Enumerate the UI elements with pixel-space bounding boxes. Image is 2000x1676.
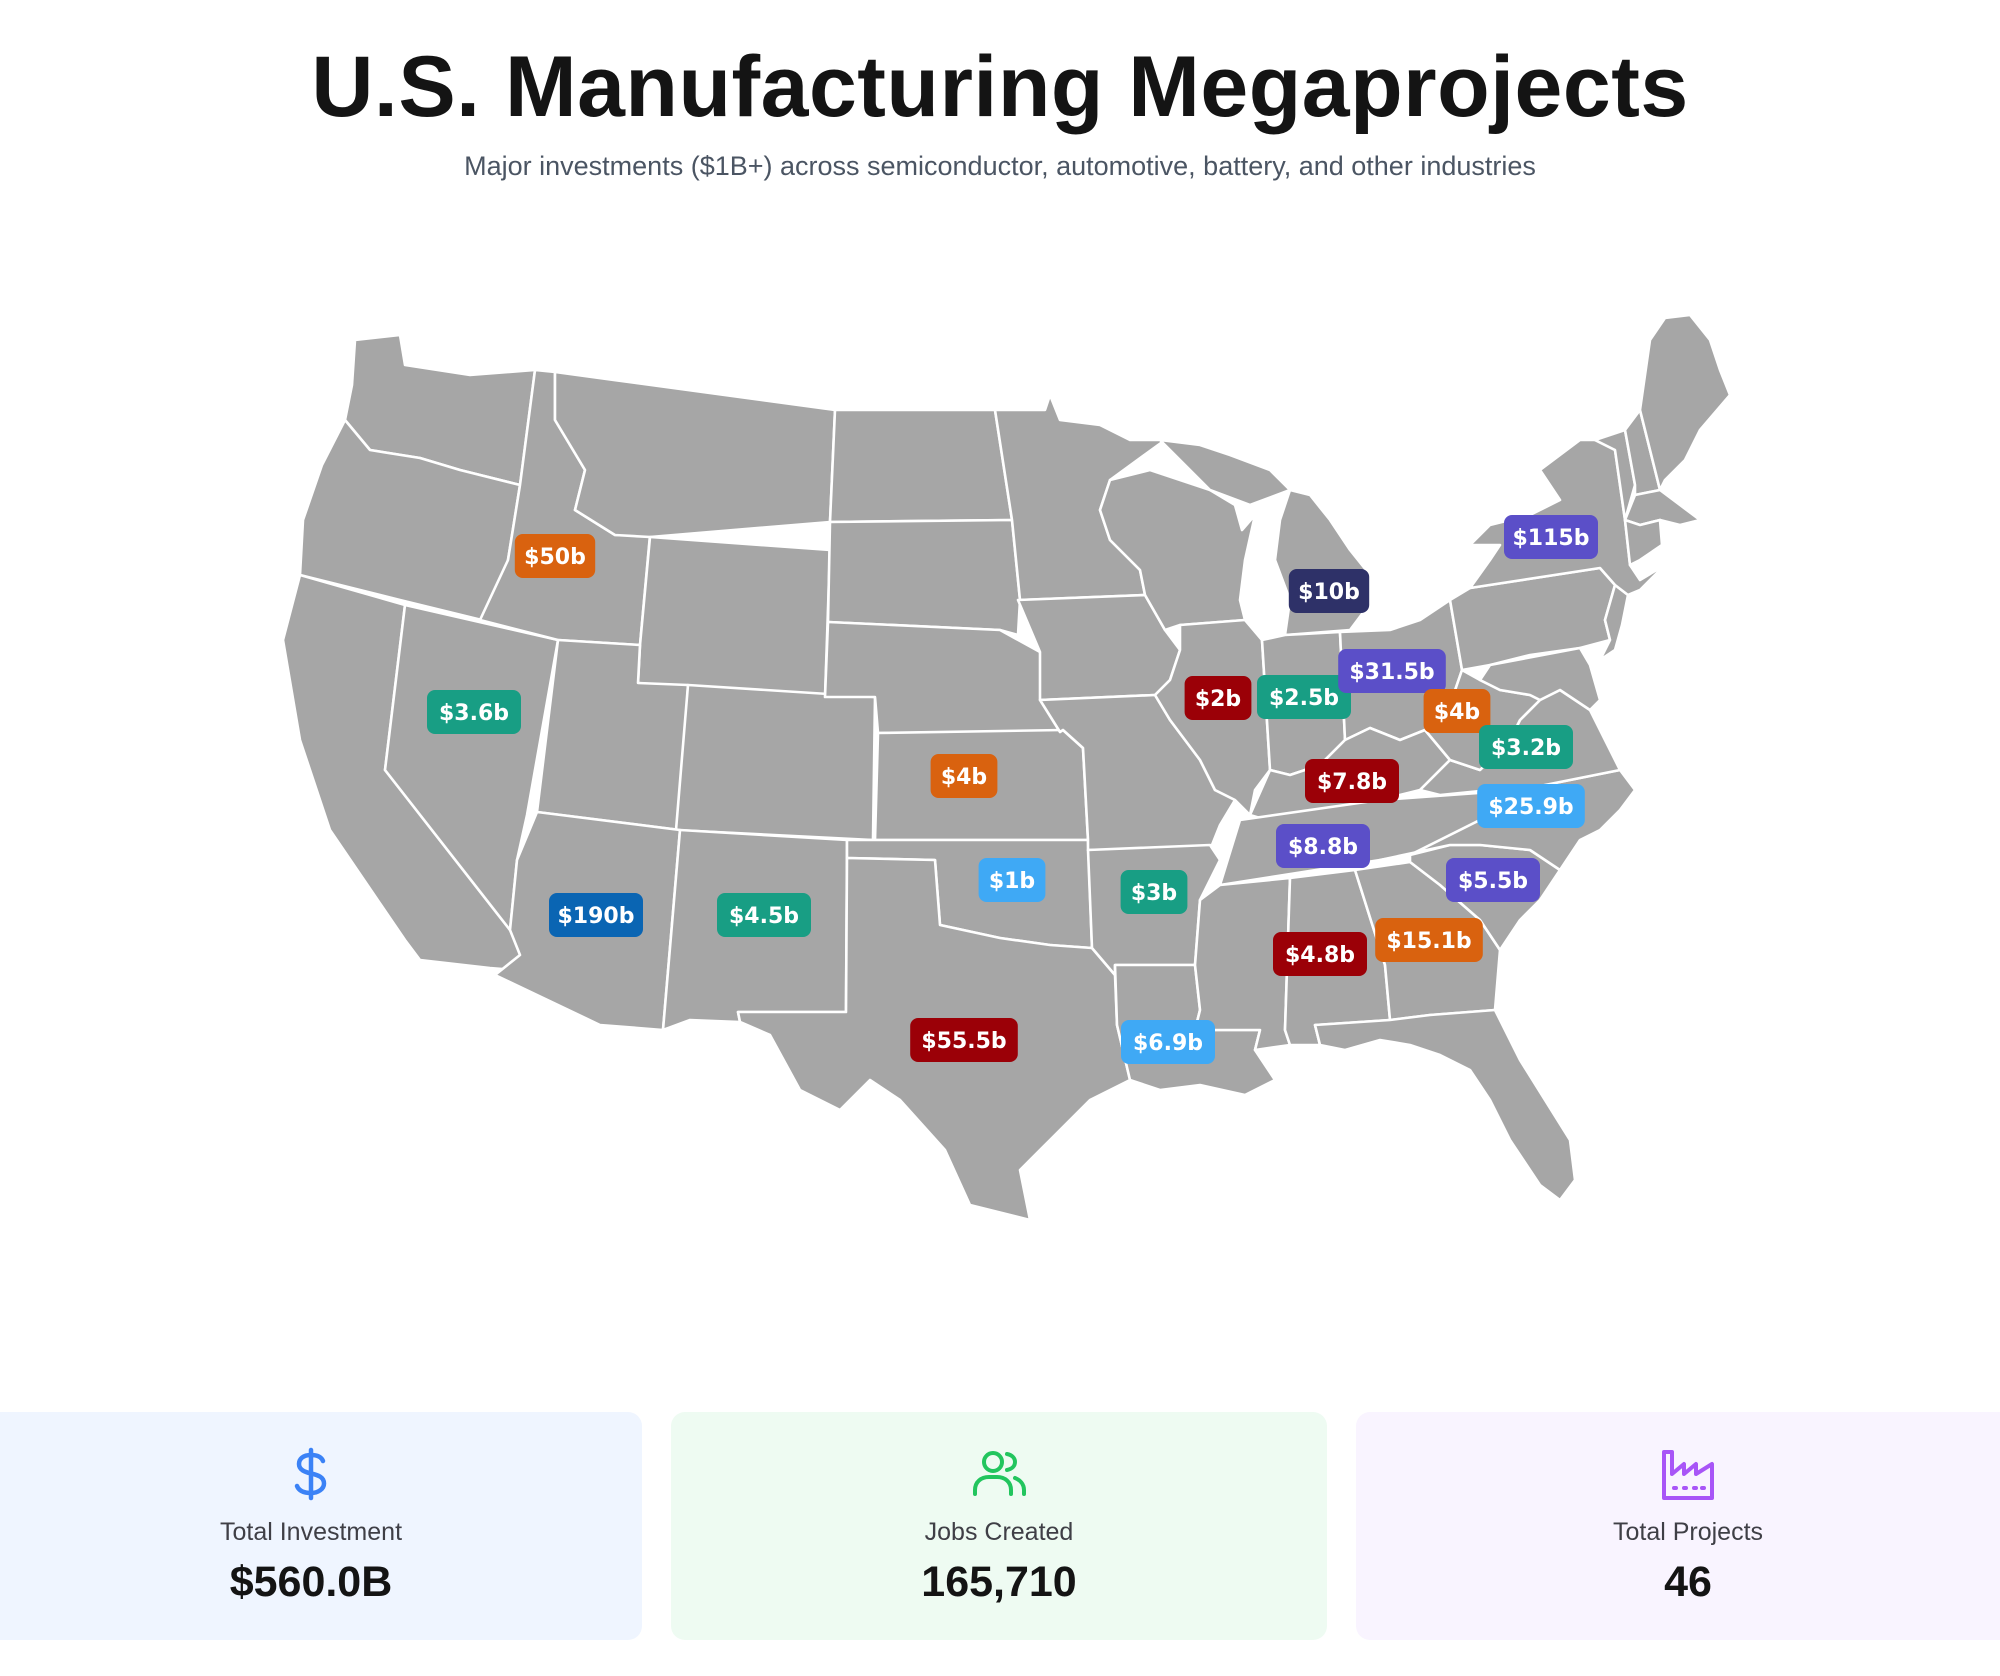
marker-arkansas[interactable]: $3b — [1120, 870, 1188, 914]
total-investment-label: Total Investment — [219, 1518, 403, 1546]
marker-badge[interactable] — [514, 534, 596, 578]
marker-badge[interactable] — [1423, 689, 1491, 733]
total-investment-value: $560.0B — [229, 1558, 393, 1606]
total-projects-value: 46 — [1664, 1558, 1712, 1606]
state-connecticut — [1623, 518, 1664, 567]
jobs-created-value: 165,710 — [921, 1558, 1077, 1606]
marker-texas[interactable]: $55.5b — [910, 1018, 1018, 1062]
marker-badge[interactable] — [717, 893, 811, 937]
marker-label: $6.9b — [1133, 1031, 1203, 1056]
state-wisconsin — [1098, 468, 1257, 632]
investment-markers: $50b $3.6b $190b $4.5b $4b $1b $55.5b $3b $6.9b $… — [427, 515, 1598, 1064]
marker-illinois[interactable]: $2b — [1184, 676, 1252, 720]
marker-badge[interactable] — [1257, 675, 1351, 719]
state-montana — [553, 370, 837, 539]
marker-label: $4b — [941, 765, 987, 790]
marker-north-carolina[interactable]: $25.9b — [1477, 784, 1585, 828]
marker-virginia[interactable]: $3.2b — [1479, 725, 1573, 769]
marker-label: $55.5b — [921, 1029, 1006, 1054]
marker-arizona[interactable]: $190b — [549, 893, 643, 937]
marker-label: $3.2b — [1491, 736, 1561, 761]
marker-badge[interactable] — [1273, 932, 1367, 976]
marker-west-virginia[interactable]: $4b — [1423, 689, 1491, 733]
marker-badge[interactable] — [1305, 759, 1399, 803]
marker-badge[interactable] — [978, 858, 1046, 902]
marker-label: $7.8b — [1317, 770, 1387, 795]
marker-label: $31.5b — [1349, 660, 1434, 685]
marker-badge[interactable] — [1288, 569, 1370, 613]
marker-label: $3.6b — [439, 701, 509, 726]
marker-new-mexico[interactable]: $4.5b — [717, 893, 811, 937]
marker-label: $5.5b — [1458, 869, 1528, 894]
marker-label: $25.9b — [1488, 795, 1573, 820]
state-south-dakota — [826, 518, 1022, 637]
marker-kentucky[interactable]: $7.8b — [1305, 759, 1399, 803]
header: U.S. Manufacturing Megaprojects Major in… — [0, 0, 2000, 182]
marker-label: $115b — [1513, 526, 1590, 551]
marker-georgia[interactable]: $15.1b — [1375, 918, 1483, 962]
marker-badge[interactable] — [1375, 918, 1483, 962]
jobs-created-card: Jobs Created 165,710 — [671, 1412, 1327, 1640]
page-subtitle: Major investments ($1B+) across semicond… — [464, 151, 1536, 181]
dollar-icon — [294, 1447, 327, 1501]
marker-label: $15.1b — [1386, 929, 1471, 954]
jobs-created-label: Jobs Created — [924, 1518, 1074, 1546]
marker-new-york[interactable]: $115b — [1504, 515, 1598, 559]
page-title: U.S. Manufacturing Megaprojects — [311, 39, 1689, 135]
marker-nevada[interactable]: $3.6b — [427, 690, 521, 734]
marker-indiana[interactable]: $2.5b — [1257, 675, 1351, 719]
marker-label: $50b — [524, 545, 586, 570]
state-maine — [1638, 313, 1732, 492]
marker-oklahoma[interactable]: $1b — [978, 858, 1046, 902]
marker-idaho[interactable]: $50b — [514, 534, 596, 578]
total-investment-card: Total Investment $560.0B — [0, 1412, 642, 1640]
marker-badge[interactable] — [1446, 858, 1540, 902]
marker-alabama[interactable]: $4.8b — [1273, 932, 1367, 976]
marker-badge[interactable] — [427, 690, 521, 734]
state-wyoming — [636, 535, 832, 699]
marker-ohio[interactable]: $31.5b — [1338, 649, 1446, 693]
state-florida — [1313, 1008, 1577, 1202]
marker-badge[interactable] — [1276, 824, 1370, 868]
state-colorado — [674, 683, 877, 842]
marker-tennessee[interactable]: $8.8b — [1276, 824, 1370, 868]
marker-label: $4.5b — [729, 904, 799, 929]
state-massachusetts — [1623, 488, 1702, 527]
total-projects-label: Total Projects — [1612, 1518, 1764, 1546]
users-icon — [973, 1451, 1026, 1496]
total-projects-card: Total Projects 46 — [1356, 1412, 2000, 1640]
marker-badge[interactable] — [1184, 676, 1252, 720]
marker-south-carolina[interactable]: $5.5b — [1446, 858, 1540, 902]
marker-badge[interactable] — [1477, 784, 1585, 828]
marker-kansas[interactable]: $4b — [930, 754, 998, 798]
marker-label: $190b — [558, 904, 635, 929]
marker-badge[interactable] — [1121, 1020, 1215, 1064]
marker-michigan[interactable]: $10b — [1288, 569, 1370, 613]
marker-label: $2b — [1195, 687, 1241, 712]
marker-badge[interactable] — [1479, 725, 1573, 769]
state-north-dakota — [828, 408, 1014, 524]
marker-badge[interactable] — [1120, 870, 1188, 914]
marker-badge[interactable] — [910, 1018, 1018, 1062]
marker-badge[interactable] — [549, 893, 643, 937]
marker-label: $3b — [1131, 881, 1177, 906]
marker-badge[interactable] — [1504, 515, 1598, 559]
marker-badge[interactable] — [930, 754, 998, 798]
marker-label: $2.5b — [1269, 686, 1339, 711]
factory-icon — [1662, 1450, 1714, 1500]
marker-label: $4.8b — [1285, 943, 1355, 968]
marker-label: $4b — [1434, 700, 1480, 725]
state-maryland — [1478, 646, 1602, 712]
marker-louisiana[interactable]: $6.9b — [1121, 1020, 1215, 1064]
marker-label: $1b — [989, 869, 1035, 894]
state-vermont — [1593, 428, 1637, 522]
marker-label: $8.8b — [1288, 835, 1358, 860]
stats-cards: Total Investment $560.0B Jobs Created 16… — [0, 1412, 2000, 1640]
state-shapes — [281, 313, 1732, 1222]
marker-label: $10b — [1298, 580, 1360, 605]
marker-badge[interactable] — [1338, 649, 1446, 693]
